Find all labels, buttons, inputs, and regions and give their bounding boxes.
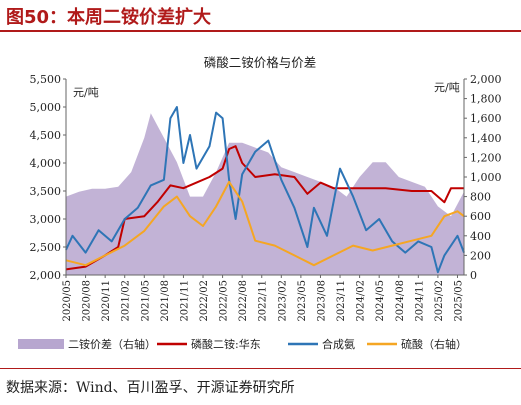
source-note: 数据来源：Wind、百川盈孚、开源证券研究所 <box>6 380 295 396</box>
legend-label-spread: 二铵价差（右轴） <box>68 337 156 351</box>
series-spread-area <box>66 113 464 275</box>
x-tick-label: 2022/05 <box>219 280 230 322</box>
x-tick-label: 2024/08 <box>395 280 406 322</box>
x-tick-label: 2023/11 <box>336 280 347 322</box>
x-tick-label: 2020/08 <box>82 280 93 322</box>
footer-rule <box>0 368 521 369</box>
x-tick-label: 2024/02 <box>356 280 367 322</box>
right-tick-label: 600 <box>470 210 491 223</box>
legend-label-ammonia: 合成氨 <box>322 337 355 351</box>
right-tick-label: 1,000 <box>470 171 502 184</box>
x-tick-label: 2020/05 <box>62 280 73 322</box>
left-tick-label: 2,500 <box>30 241 62 254</box>
legend-label-sulfuric: 硫酸（右轴） <box>401 337 467 351</box>
left-tick-label: 5,500 <box>30 73 62 86</box>
x-tick-label: 2024/05 <box>375 280 386 322</box>
title-rule <box>0 30 521 32</box>
x-tick-label: 2021/02 <box>121 280 132 322</box>
right-tick-label: 0 <box>470 269 477 282</box>
left-tick-label: 5,000 <box>30 101 62 114</box>
x-tick-label: 2021/08 <box>160 280 171 322</box>
legend-swatch-spread <box>18 339 64 349</box>
series-dap-line <box>65 145 464 271</box>
chart: 磷酸二铵价格与价差 元/吨 元/吨 2,000 2,500 3,000 3,500 4,… <box>18 55 502 351</box>
series-sulfuric-line <box>65 180 465 267</box>
x-tick-label: 2021/05 <box>140 280 151 322</box>
x-tick-label: 2025/05 <box>453 280 464 322</box>
right-tick-label: 1,400 <box>470 132 502 145</box>
right-tick-label: 1,800 <box>470 93 502 106</box>
right-tick-label: 400 <box>470 230 491 243</box>
x-tick-label: 2022/11 <box>258 280 269 322</box>
left-tick-label: 4,000 <box>30 157 62 170</box>
left-tick-label: 3,000 <box>30 213 62 226</box>
legend-label-dap: 磷酸二铵:华东 <box>191 337 261 351</box>
title-bar: 图50：本周二铵价差扩大 <box>0 0 521 32</box>
x-tick-label: 2022/02 <box>199 280 210 322</box>
left-tick-label: 3,500 <box>30 185 62 198</box>
left-axis-unit: 元/吨 <box>73 86 99 99</box>
series-ammonia-line <box>65 106 465 274</box>
plot-area <box>65 106 465 275</box>
chart-title: 磷酸二铵价格与价差 <box>204 55 317 70</box>
page-title: 图50：本周二铵价差扩大 <box>6 7 212 28</box>
legend: 二铵价差（右轴） 磷酸二铵:华东 合成氨 硫酸（右轴） <box>18 337 467 351</box>
left-tick-label: 4,500 <box>30 129 62 142</box>
x-tick-label: 2023/05 <box>297 280 308 322</box>
x-tick-label: 2021/11 <box>179 280 190 322</box>
x-tick-label: 2020/11 <box>101 280 112 322</box>
x-tick-label: 2023/02 <box>277 280 288 322</box>
x-tick-label: 2022/08 <box>238 280 249 322</box>
right-tick-label: 2,000 <box>470 73 502 86</box>
right-tick-label: 1,200 <box>470 151 502 164</box>
right-tick-label: 1,600 <box>470 112 502 125</box>
left-tick-label: 2,000 <box>30 269 62 282</box>
x-tick-label: 2025/02 <box>434 280 445 322</box>
right-tick-label: 800 <box>470 191 491 204</box>
x-tick-label: 2024/11 <box>414 280 425 322</box>
axes: 2,000 2,500 3,000 3,500 4,000 4,500 5,000 5,500… <box>30 73 502 322</box>
x-tick-label: 2023/08 <box>316 280 327 322</box>
right-axis-unit: 元/吨 <box>434 81 460 94</box>
right-tick-label: 200 <box>470 249 491 262</box>
